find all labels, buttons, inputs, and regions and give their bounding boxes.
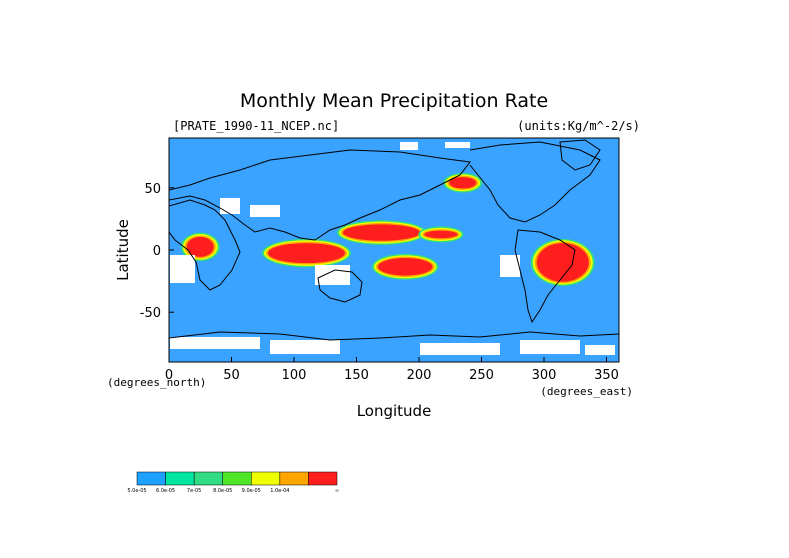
missing-data-patches — [170, 142, 615, 355]
colorbar-swatch — [136, 471, 166, 486]
colorbar-label: 1.0e-04 — [270, 488, 289, 494]
precip-region-4-band-3 — [186, 236, 214, 257]
x-tick-label: 200 — [407, 368, 432, 383]
x-axis: 0 50 100 150 200 250 300 350 — [165, 357, 619, 383]
precip-region-1-band-3 — [378, 258, 433, 276]
coastline-antarctica — [169, 331, 619, 341]
x-tick-label: 250 — [469, 368, 494, 383]
colorbar-label: 8.0e-05 — [213, 488, 232, 494]
y-axis-title: Latitude — [114, 219, 132, 281]
colorbar-swatch — [222, 471, 252, 486]
colorbar-swatch — [308, 471, 338, 486]
coastline-africa — [169, 199, 241, 291]
colorbar: 5.0e-05 6.0e-05 7e-05 8.0e-05 9.0e-05 1.0e-04… — [127, 471, 339, 494]
missing-data-patch — [250, 205, 280, 217]
colorbar-swatch — [165, 471, 195, 486]
y-tick-label: 50 — [144, 182, 161, 197]
precip-region-2-band-3 — [536, 243, 589, 282]
y-axis: 50 0 -50 — [140, 182, 174, 321]
plot-area — [169, 138, 619, 362]
colorbar-swatch — [279, 471, 309, 486]
precip-region-3-band-3 — [268, 243, 345, 264]
x-tick-label: 50 — [223, 368, 240, 383]
chart-title: Monthly Mean Precipitation Rate — [240, 90, 548, 112]
x-tick-label: 100 — [282, 368, 307, 383]
precip-region-6-band-3 — [424, 230, 458, 239]
coastline-australia — [317, 269, 363, 303]
missing-data-patch — [585, 345, 615, 355]
missing-data-patch — [400, 142, 418, 150]
x-axis-title: Longitude — [357, 402, 432, 420]
source-file-label: [PRATE_1990-11_NCEP.nc] — [173, 119, 339, 133]
x-tick-label: 150 — [344, 368, 369, 383]
colorbar-label: 6.0e-05 — [156, 488, 175, 494]
x-tick-label: 350 — [594, 368, 619, 383]
missing-data-patch — [170, 255, 195, 283]
colorbar-label: ∞ — [335, 488, 339, 494]
missing-data-patch — [500, 255, 520, 277]
missing-data-patch — [170, 337, 260, 349]
coastlines — [169, 139, 619, 341]
missing-data-patch — [220, 198, 240, 214]
colorbar-swatch — [251, 471, 281, 486]
coastline-greenland — [559, 139, 601, 171]
colorbar-label: 7e-05 — [187, 488, 201, 494]
precip-region-5-band-3 — [449, 177, 477, 189]
y-tick-label: 0 — [153, 244, 161, 259]
colorbar-label: 5.0e-05 — [127, 488, 146, 494]
coastline-eurasia — [169, 149, 471, 241]
missing-data-patch — [270, 340, 340, 354]
coastline-north-america — [469, 141, 601, 223]
x-unit-left-label: (degrees_north) — [107, 376, 206, 389]
missing-data-patch — [520, 340, 580, 354]
colorbar-label: 9.0e-05 — [242, 488, 261, 494]
precipitation-regions — [180, 172, 595, 287]
x-unit-right-label: (degrees_east) — [540, 385, 633, 398]
x-tick-label: 0 — [165, 368, 173, 383]
precip-region-0-band-3 — [343, 224, 420, 241]
y-tick-label: -50 — [140, 306, 161, 321]
missing-data-patch — [420, 343, 500, 355]
x-tick-label: 300 — [532, 368, 557, 383]
colorbar-swatch — [193, 471, 223, 486]
coastline-south-america — [514, 229, 576, 324]
missing-data-patch — [315, 265, 350, 285]
units-label: (units:Kg/m^-2/s) — [517, 119, 640, 133]
missing-data-patch — [445, 142, 470, 148]
